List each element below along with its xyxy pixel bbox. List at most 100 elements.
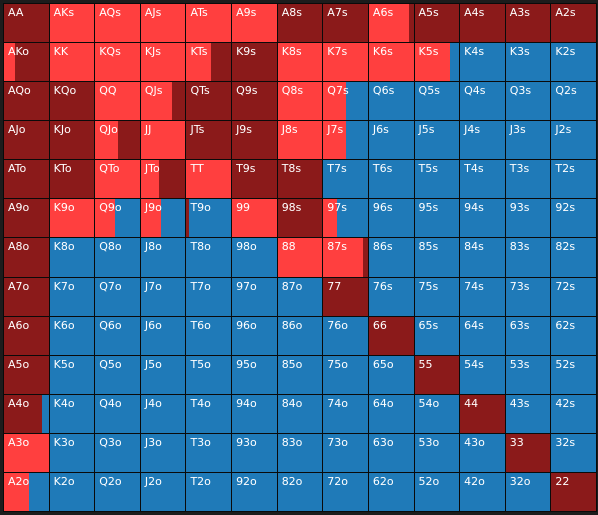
hand-cell[interactable]: KQo (49, 82, 95, 121)
hand-cell[interactable]: 33 (505, 433, 551, 472)
hand-cell[interactable]: 97o (232, 277, 277, 316)
hand-cell[interactable]: K9s (232, 43, 277, 82)
hand-cell[interactable]: K9o (49, 199, 95, 238)
hand-cell[interactable]: 43s (505, 394, 551, 433)
hand-cell[interactable]: 54s (460, 355, 505, 394)
hand-cell[interactable]: 94o (232, 394, 277, 433)
hand-cell[interactable]: J7o (140, 277, 186, 316)
hand-cell[interactable]: 32s (551, 433, 596, 472)
hand-cell[interactable]: 72s (551, 277, 596, 316)
hand-cell[interactable]: 82s (551, 238, 596, 277)
hand-cell[interactable]: A8o (4, 238, 49, 277)
hand-cell[interactable]: K4s (460, 43, 505, 82)
hand-cell[interactable]: AQs (95, 4, 140, 43)
hand-cell[interactable]: A4o (4, 394, 49, 433)
hand-cell[interactable]: KQs (95, 43, 140, 82)
hand-cell[interactable]: 76s (368, 277, 414, 316)
hand-cell[interactable]: JJ (140, 121, 186, 160)
hand-cell[interactable]: J9s (232, 121, 277, 160)
hand-cell[interactable]: AQo (4, 82, 49, 121)
hand-cell[interactable]: K7s (323, 43, 368, 82)
hand-cell[interactable]: JTo (140, 160, 186, 199)
hand-cell[interactable]: 83o (277, 433, 323, 472)
hand-cell[interactable]: Q8o (95, 238, 140, 277)
hand-cell[interactable]: 74o (323, 394, 368, 433)
hand-cell[interactable]: K6s (368, 43, 414, 82)
hand-cell[interactable]: A6s (368, 4, 414, 43)
hand-cell[interactable]: K5o (49, 355, 95, 394)
hand-cell[interactable]: A9o (4, 199, 49, 238)
hand-cell[interactable]: Q7o (95, 277, 140, 316)
hand-cell[interactable]: T7o (186, 277, 232, 316)
hand-cell[interactable]: 55 (414, 355, 460, 394)
hand-cell[interactable]: 44 (460, 394, 505, 433)
hand-cell[interactable]: AKs (49, 4, 95, 43)
hand-cell[interactable]: 86o (277, 316, 323, 355)
hand-cell[interactable]: 95s (414, 199, 460, 238)
hand-cell[interactable]: T5s (414, 160, 460, 199)
hand-cell[interactable]: Q3o (95, 433, 140, 472)
hand-cell[interactable]: KTo (49, 160, 95, 199)
hand-cell[interactable]: 65s (414, 316, 460, 355)
hand-cell[interactable]: K2s (551, 43, 596, 82)
hand-cell[interactable]: 85s (414, 238, 460, 277)
hand-cell[interactable]: A8s (277, 4, 323, 43)
hand-cell[interactable]: A2s (551, 4, 596, 43)
hand-cell[interactable]: A9s (232, 4, 277, 43)
hand-cell[interactable]: AA (4, 4, 49, 43)
hand-cell[interactable]: 75s (414, 277, 460, 316)
hand-cell[interactable]: 97s (323, 199, 368, 238)
hand-cell[interactable]: Q4s (460, 82, 505, 121)
hand-cell[interactable]: 66 (368, 316, 414, 355)
hand-cell[interactable]: A5s (414, 4, 460, 43)
hand-cell[interactable]: Q6s (368, 82, 414, 121)
hand-cell[interactable]: 63s (505, 316, 551, 355)
hand-cell[interactable]: J2s (551, 121, 596, 160)
hand-cell[interactable]: 72o (323, 472, 368, 511)
hand-cell[interactable]: TT (186, 160, 232, 199)
hand-cell[interactable]: 96s (368, 199, 414, 238)
hand-cell[interactable]: 98s (277, 199, 323, 238)
hand-cell[interactable]: 42o (460, 472, 505, 511)
hand-cell[interactable]: 43o (460, 433, 505, 472)
hand-cell[interactable]: Q2s (551, 82, 596, 121)
hand-cell[interactable]: ATo (4, 160, 49, 199)
hand-cell[interactable]: AKo (4, 43, 49, 82)
hand-cell[interactable]: K3s (505, 43, 551, 82)
hand-cell[interactable]: 74s (460, 277, 505, 316)
hand-cell[interactable]: 84s (460, 238, 505, 277)
hand-cell[interactable]: J2o (140, 472, 186, 511)
hand-cell[interactable]: Q7s (323, 82, 368, 121)
hand-cell[interactable]: QTs (186, 82, 232, 121)
hand-cell[interactable]: J6o (140, 316, 186, 355)
hand-cell[interactable]: K7o (49, 277, 95, 316)
hand-cell[interactable]: 85o (277, 355, 323, 394)
hand-cell[interactable]: Q3s (505, 82, 551, 121)
hand-cell[interactable]: QQ (95, 82, 140, 121)
hand-cell[interactable]: 87s (323, 238, 368, 277)
hand-cell[interactable]: A3o (4, 433, 49, 472)
hand-cell[interactable]: Q2o (95, 472, 140, 511)
hand-cell[interactable]: 32o (505, 472, 551, 511)
hand-cell[interactable]: A7o (4, 277, 49, 316)
hand-cell[interactable]: T3s (505, 160, 551, 199)
hand-cell[interactable]: Q6o (95, 316, 140, 355)
hand-cell[interactable]: 77 (323, 277, 368, 316)
hand-cell[interactable]: 98o (232, 238, 277, 277)
hand-cell[interactable]: 99 (232, 199, 277, 238)
hand-cell[interactable]: QJs (140, 82, 186, 121)
hand-cell[interactable]: J9o (140, 199, 186, 238)
hand-cell[interactable]: 65o (368, 355, 414, 394)
hand-cell[interactable]: 92s (551, 199, 596, 238)
hand-cell[interactable]: K3o (49, 433, 95, 472)
hand-cell[interactable]: T4s (460, 160, 505, 199)
hand-cell[interactable]: A7s (323, 4, 368, 43)
hand-cell[interactable]: T7s (323, 160, 368, 199)
hand-cell[interactable]: J8s (277, 121, 323, 160)
hand-cell[interactable]: J4s (460, 121, 505, 160)
hand-cell[interactable]: 64o (368, 394, 414, 433)
hand-cell[interactable]: 87o (277, 277, 323, 316)
hand-cell[interactable]: J5o (140, 355, 186, 394)
hand-cell[interactable]: T9o (186, 199, 232, 238)
hand-cell[interactable]: 53o (414, 433, 460, 472)
